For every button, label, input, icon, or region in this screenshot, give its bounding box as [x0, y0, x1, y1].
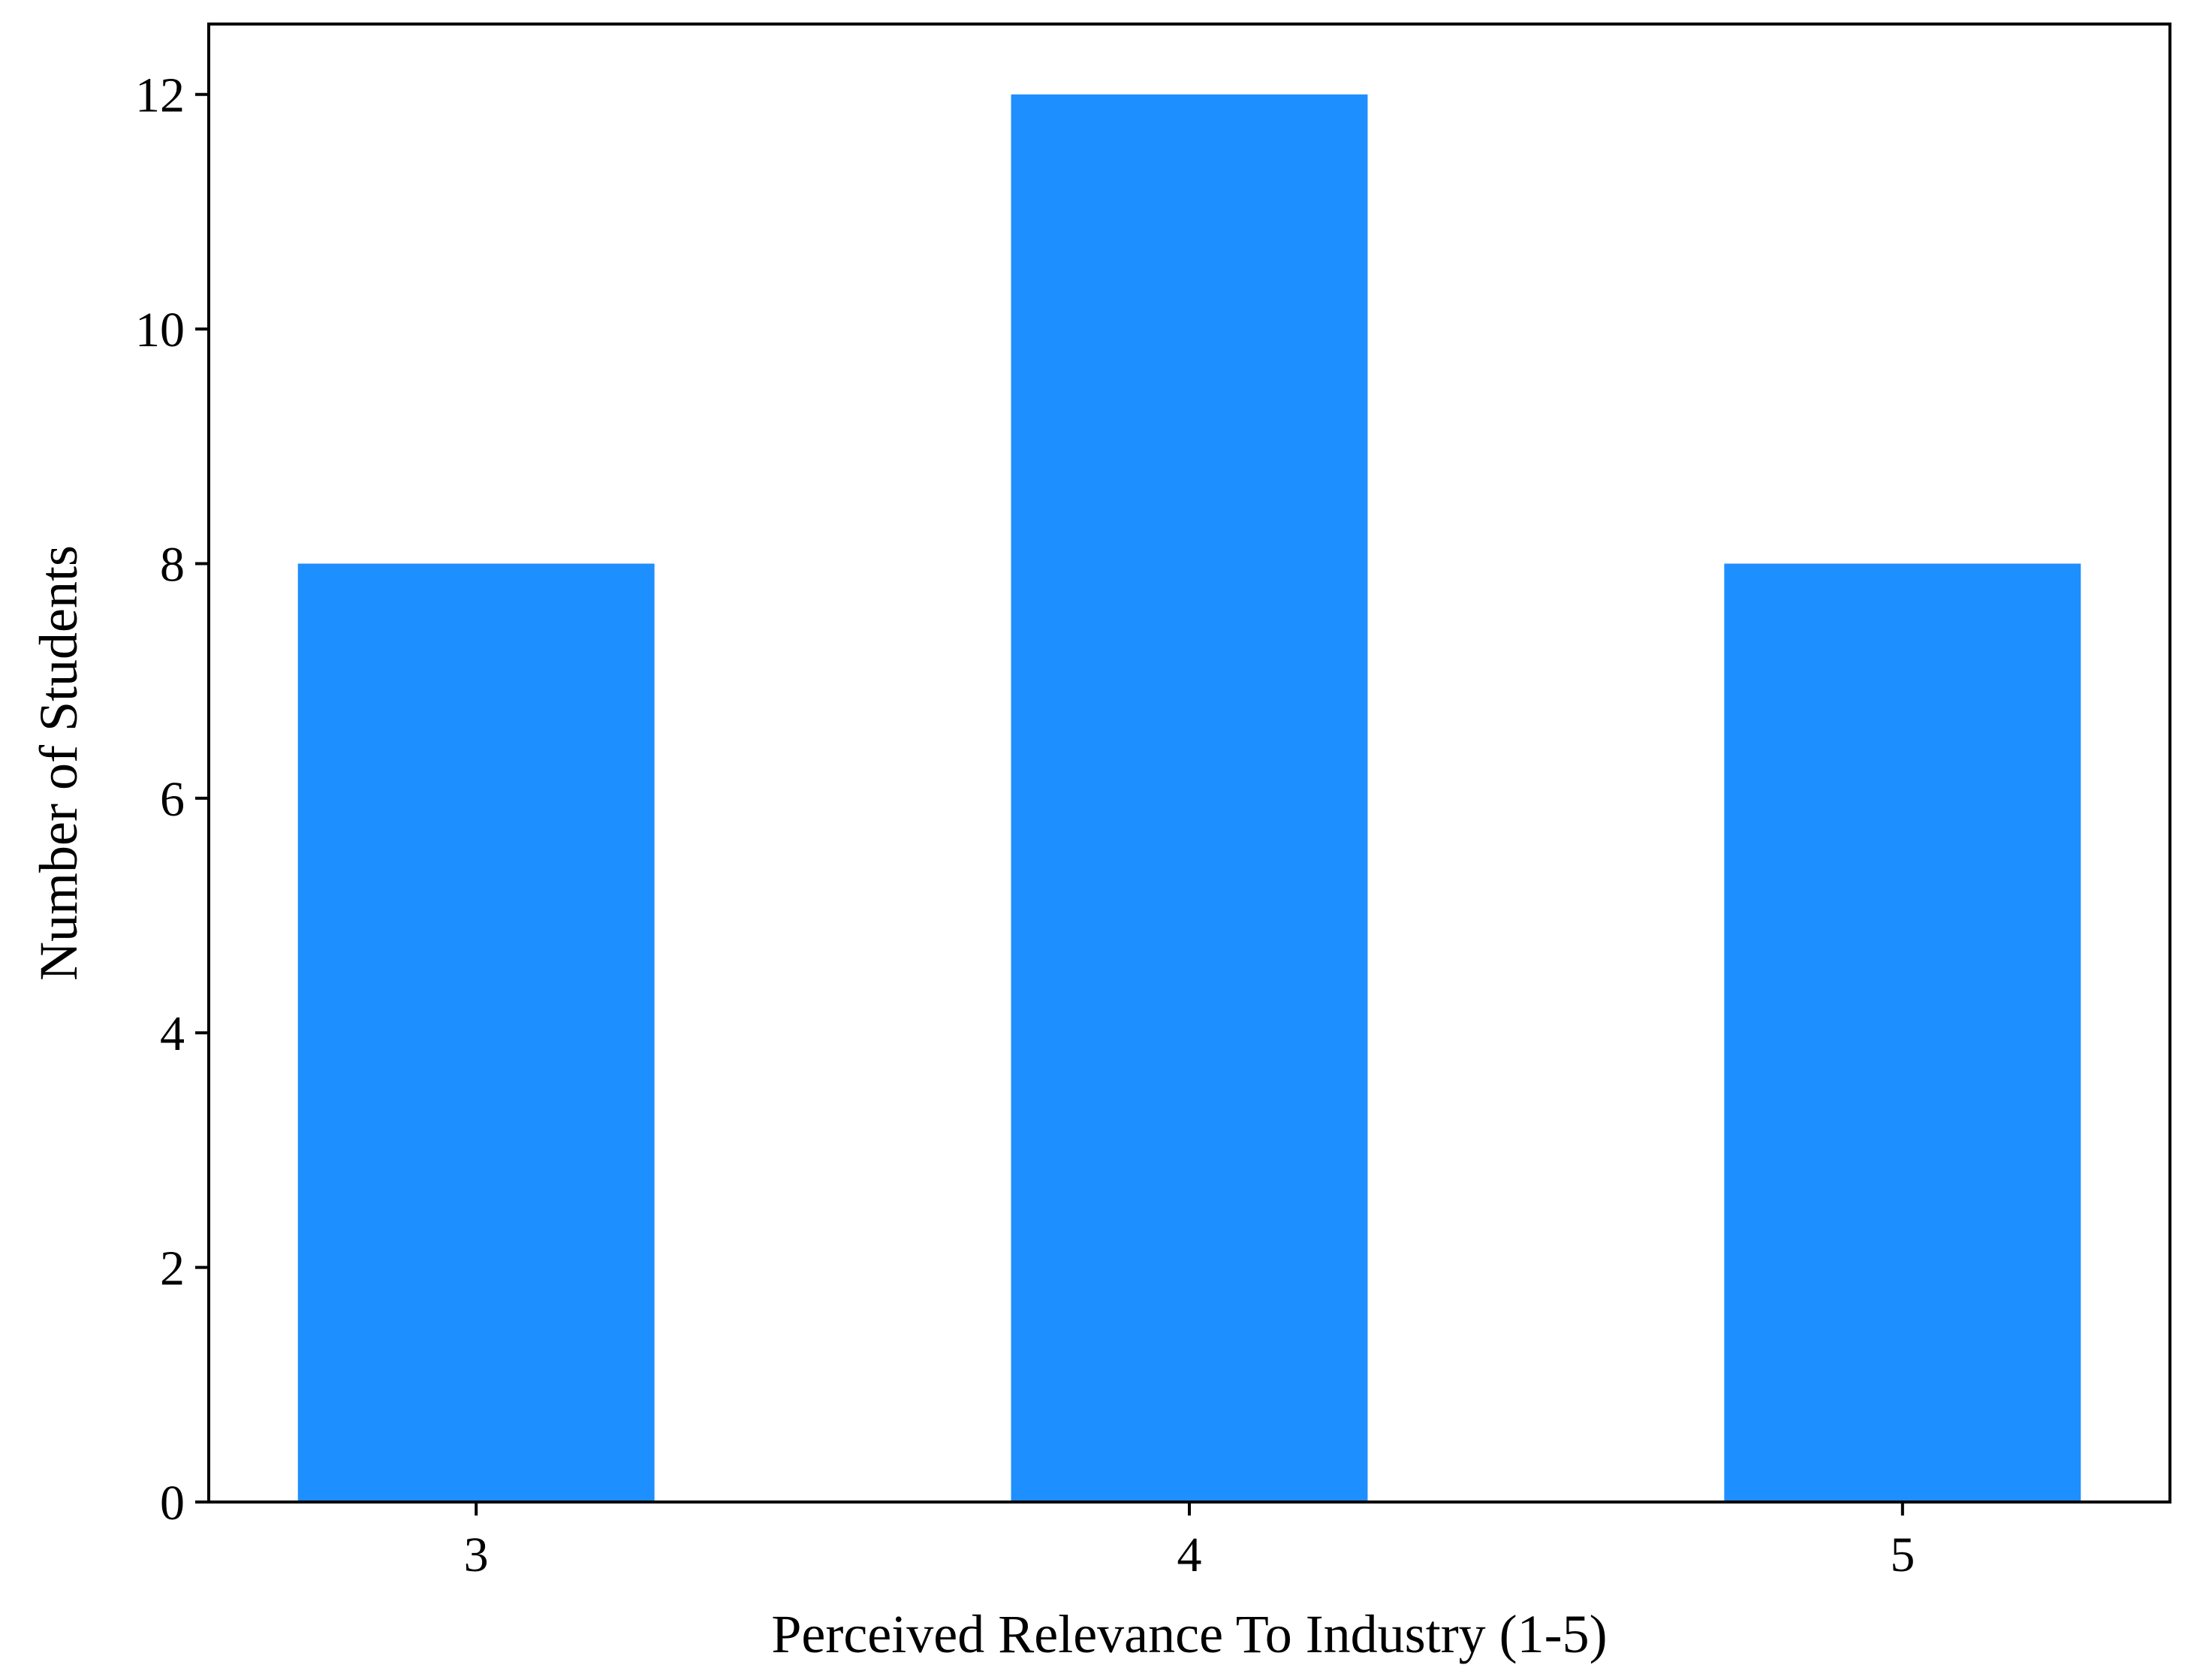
x-tick-label: 4: [1177, 1528, 1202, 1582]
x-tick-label: 3: [464, 1528, 489, 1582]
y-tick-label: 0: [160, 1476, 185, 1531]
y-tick-label: 8: [160, 537, 185, 592]
x-axis-ticks: 3 4 5: [464, 1502, 1915, 1582]
y-axis-title: Number of Students: [29, 545, 89, 981]
x-axis-title: Perceived Relevance To Industry (1-5): [771, 1604, 1607, 1664]
y-tick-label: 4: [160, 1006, 185, 1061]
bars-group: [297, 94, 2081, 1503]
x-tick-label: 5: [1890, 1528, 1915, 1582]
y-axis-ticks: 0 2 4 6 8 10 12: [135, 68, 209, 1531]
bar-3: [297, 563, 655, 1502]
plot-frame: [207, 23, 2171, 1504]
y-tick-label: 2: [160, 1241, 185, 1296]
y-tick-label: 12: [135, 68, 185, 123]
y-tick-label: 6: [160, 772, 185, 827]
bar-4: [1011, 94, 1368, 1503]
bar-5: [1724, 563, 2081, 1502]
y-tick-label: 10: [135, 303, 185, 357]
